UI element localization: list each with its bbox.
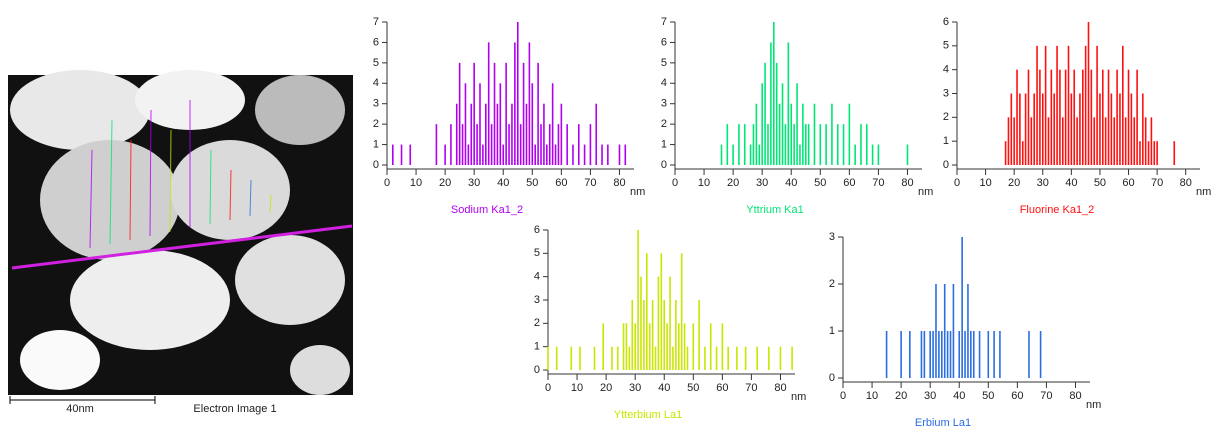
x-axis-label: nm — [630, 186, 645, 198]
x-tick-label: 20 — [1008, 177, 1020, 189]
x-tick-label: 10 — [698, 177, 710, 189]
x-tick-label: 80 — [1180, 177, 1192, 189]
x-tick-label: 70 — [584, 177, 596, 189]
y-tick-label: 5 — [661, 57, 667, 69]
y-tick-label: 0 — [534, 364, 540, 376]
x-axis-label: nm — [1196, 186, 1211, 198]
chart-title: Ytterbium La1 — [614, 409, 682, 421]
x-tick-label: 60 — [1011, 390, 1023, 402]
x-tick-label: 20 — [600, 382, 612, 394]
x-tick-label: 10 — [410, 177, 422, 189]
x-tick-label: 0 — [954, 177, 960, 189]
x-axis-label: nm — [918, 186, 933, 198]
x-tick-label: 80 — [613, 177, 625, 189]
x-tick-label: 20 — [439, 177, 451, 189]
x-tick-label: 10 — [571, 382, 583, 394]
x-tick-label: 0 — [840, 390, 846, 402]
x-tick-label: 60 — [843, 177, 855, 189]
x-tick-label: 0 — [545, 382, 551, 394]
y-tick-label: 0 — [373, 159, 379, 171]
x-tick-label: 70 — [1151, 177, 1163, 189]
x-tick-label: 60 — [555, 177, 567, 189]
x-tick-label: 80 — [774, 382, 786, 394]
y-tick-label: 5 — [534, 247, 540, 259]
y-tick-label: 3 — [943, 87, 949, 99]
y-tick-label: 4 — [534, 271, 540, 283]
y-tick-label: 1 — [661, 138, 667, 150]
x-tick-label: 20 — [895, 390, 907, 402]
y-tick-label: 7 — [373, 16, 379, 28]
y-tick-label: 4 — [661, 77, 667, 89]
y-tick-label: 2 — [534, 317, 540, 329]
x-tick-label: 60 — [716, 382, 728, 394]
y-tick-label: 1 — [943, 135, 949, 147]
y-tick-label: 6 — [661, 36, 667, 48]
chart-title: Sodium Ka1_2 — [451, 204, 523, 216]
y-tick-label: 7 — [661, 16, 667, 28]
x-tick-label: 10 — [979, 177, 991, 189]
x-tick-label: 50 — [1094, 177, 1106, 189]
y-tick-label: 3 — [373, 98, 379, 110]
x-tick-label: 60 — [1122, 177, 1134, 189]
x-tick-label: 50 — [687, 382, 699, 394]
y-tick-label: 0 — [829, 372, 835, 384]
y-tick-label: 1 — [534, 341, 540, 353]
x-tick-label: 40 — [497, 177, 509, 189]
y-tick-label: 3 — [661, 98, 667, 110]
y-tick-label: 5 — [373, 57, 379, 69]
x-tick-label: 30 — [756, 177, 768, 189]
y-tick-label: 2 — [943, 111, 949, 123]
x-tick-label: 20 — [727, 177, 739, 189]
x-tick-label: 80 — [1069, 390, 1081, 402]
y-tick-label: 1 — [829, 325, 835, 337]
x-tick-label: 80 — [901, 177, 913, 189]
y-tick-label: 0 — [943, 159, 949, 171]
y-tick-label: 0 — [661, 159, 667, 171]
scale-label: 40nm — [66, 403, 94, 415]
y-tick-label: 2 — [829, 278, 835, 290]
x-tick-label: 40 — [658, 382, 670, 394]
x-tick-label: 30 — [1037, 177, 1049, 189]
electron-image: 40nm Electron Image 1 — [8, 70, 353, 415]
x-tick-label: 30 — [924, 390, 936, 402]
x-tick-label: 0 — [672, 177, 678, 189]
chart-title: Erbium La1 — [915, 417, 971, 427]
y-tick-label: 2 — [373, 118, 379, 130]
chart-title: Yttrium Ka1 — [746, 204, 803, 216]
x-tick-label: 50 — [526, 177, 538, 189]
x-tick-label: 10 — [866, 390, 878, 402]
x-tick-label: 70 — [1040, 390, 1052, 402]
y-tick-label: 1 — [373, 138, 379, 150]
x-axis-label: nm — [791, 391, 806, 403]
y-tick-label: 3 — [534, 294, 540, 306]
x-tick-label: 30 — [468, 177, 480, 189]
y-tick-label: 4 — [943, 64, 949, 76]
y-tick-label: 5 — [943, 40, 949, 52]
y-tick-label: 6 — [943, 16, 949, 28]
y-tick-label: 4 — [373, 77, 379, 89]
y-tick-label: 2 — [661, 118, 667, 130]
y-tick-label: 6 — [373, 36, 379, 48]
chart-title: Fluorine Ka1_2 — [1020, 204, 1095, 216]
x-tick-label: 70 — [872, 177, 884, 189]
x-axis-label: nm — [1086, 399, 1101, 411]
x-tick-label: 70 — [745, 382, 757, 394]
x-tick-label: 0 — [384, 177, 390, 189]
x-tick-label: 40 — [785, 177, 797, 189]
image-caption: Electron Image 1 — [193, 403, 276, 415]
x-tick-label: 50 — [814, 177, 826, 189]
x-tick-label: 40 — [1065, 177, 1077, 189]
y-tick-label: 3 — [829, 231, 835, 243]
y-tick-label: 6 — [534, 224, 540, 236]
x-tick-label: 50 — [982, 390, 994, 402]
x-tick-label: 40 — [953, 390, 965, 402]
x-tick-label: 30 — [629, 382, 641, 394]
